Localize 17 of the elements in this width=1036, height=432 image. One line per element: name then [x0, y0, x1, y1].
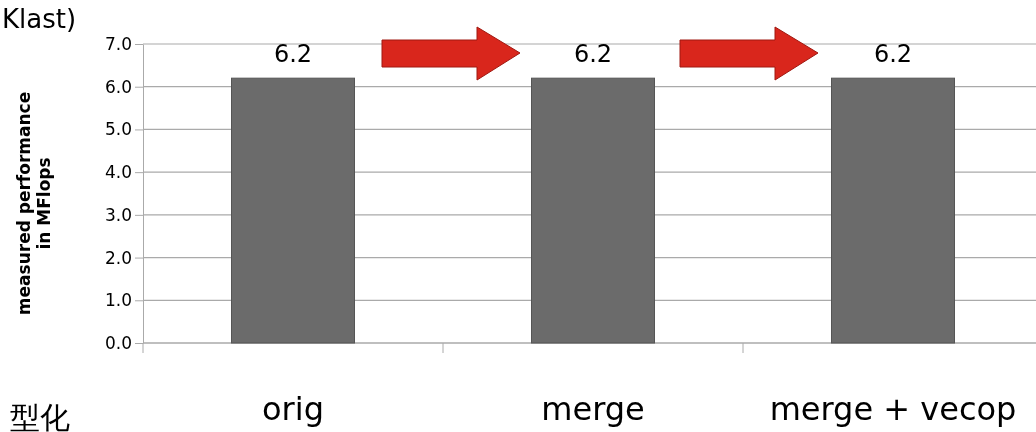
y-axis-title: measured performance in MFlops — [14, 91, 54, 316]
y-tick-label: 3.0 — [104, 204, 132, 225]
y-tick-label: 0.0 — [104, 332, 132, 353]
y-tick-label: 2.0 — [104, 247, 132, 268]
y-tick-label: 1.0 — [104, 290, 132, 311]
x-tick-label: orig — [262, 390, 324, 428]
text: 型化 — [10, 400, 70, 432]
data-label: 6.2 — [573, 40, 613, 69]
text: Klast) — [2, 4, 77, 34]
y-tick-label: 7.0 — [104, 33, 132, 54]
data-label: 6.2 — [873, 40, 913, 69]
y-tick-label: 4.0 — [104, 162, 132, 183]
x-tick-label: merge + vecop — [769, 390, 1017, 428]
y-tick-label: 6.0 — [104, 76, 132, 97]
y-tick-label: 5.0 — [104, 119, 132, 140]
x-tick-label: merge — [541, 390, 645, 428]
data-label: 6.2 — [273, 40, 313, 69]
